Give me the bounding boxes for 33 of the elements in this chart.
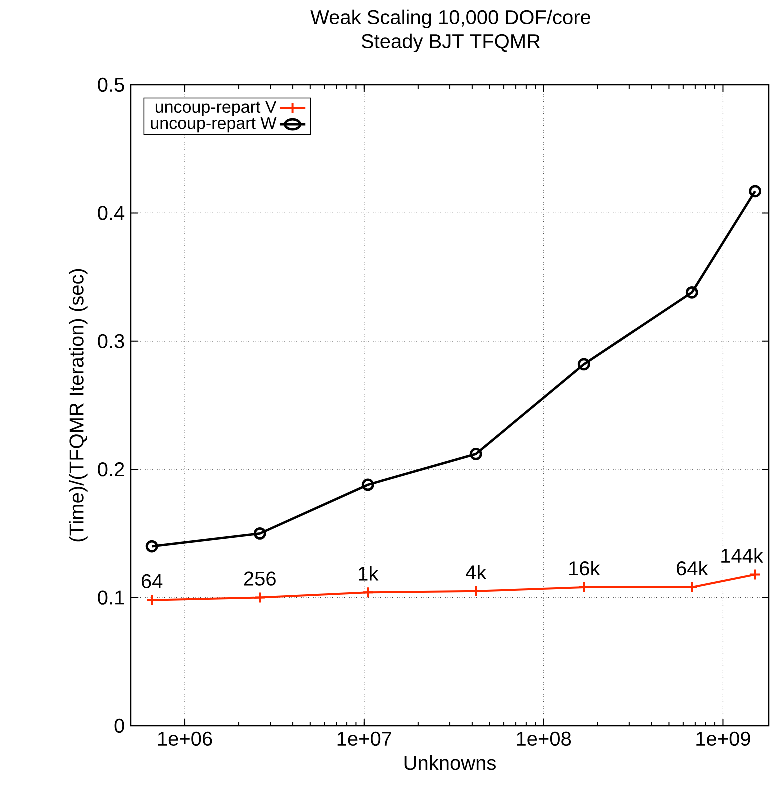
point <box>470 585 482 598</box>
x-tick-label: 1e+09 <box>696 732 750 746</box>
point <box>254 527 266 540</box>
annotation: 64k <box>677 560 708 576</box>
legend-label: uncoup-repart V <box>156 101 277 116</box>
point <box>686 286 698 299</box>
point <box>254 592 266 604</box>
y-tick-label: 0.5 <box>98 78 124 92</box>
y-tick-label: 0.2 <box>98 462 124 477</box>
annotation: 1k <box>359 566 379 581</box>
point <box>470 448 482 460</box>
x-tick-label: 1e+07 <box>338 732 392 746</box>
point <box>578 358 590 371</box>
y-tick-label: 0 <box>114 718 124 734</box>
chart-subtitle: Steady BJT TFQMR <box>362 34 540 53</box>
annotation: 144k <box>722 548 764 563</box>
point <box>362 478 374 492</box>
annotation: 16k <box>570 560 600 576</box>
y-tick-label: 0.1 <box>98 590 124 605</box>
chart-title: Weak Scaling 10,000 DOF/core <box>310 10 591 28</box>
legend-label: uncoup-repart W <box>151 117 277 133</box>
point <box>146 540 158 553</box>
x-tick-label: 1e+08 <box>517 732 572 746</box>
y-axis-title: (Time)/(TFQMR Iteration) (sec) <box>69 269 88 542</box>
annotation: 4k <box>466 565 487 580</box>
y-tick-label: 0.4 <box>98 206 125 220</box>
x-axis-title: Unknowns <box>404 756 496 770</box>
annotation: 64 <box>142 574 163 588</box>
point <box>146 594 158 606</box>
point <box>362 586 374 599</box>
x-tick-label: 1e+06 <box>158 732 212 746</box>
y-tick-label: 0.3 <box>98 334 124 348</box>
annotation: 256 <box>244 572 276 586</box>
